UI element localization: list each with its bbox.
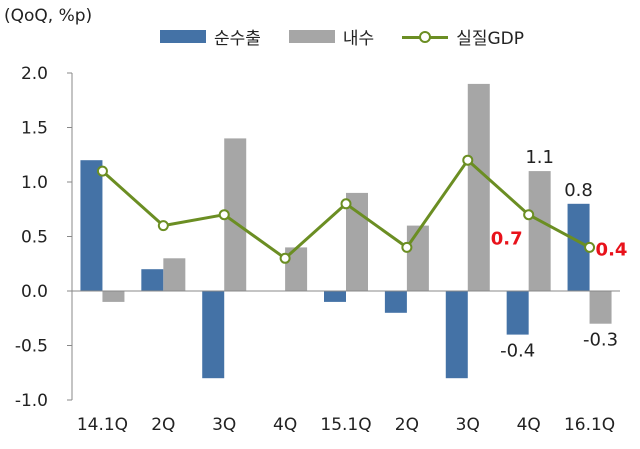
legend: 순수출 내수 실질GDP (160, 24, 552, 49)
point-real-gdp (340, 198, 352, 210)
point-real-gdp (462, 154, 474, 166)
x-tick-label: 4Q (273, 415, 297, 435)
legend-line-marker-icon (402, 30, 449, 44)
point-real-gdp (523, 209, 535, 221)
legend-label-real-gdp: 실질GDP (456, 29, 524, 49)
y-tick-label: -1.0 (15, 391, 48, 411)
legend-item-domestic-demand: 내수 (288, 24, 375, 49)
bar-net-exports (445, 291, 468, 379)
legend-label-net-exports: 순수출 (214, 29, 261, 49)
x-tick-label: 3Q (212, 415, 236, 435)
y-tick-label: -0.5 (15, 337, 48, 357)
bar-net-exports (384, 291, 407, 313)
bar-domestic-demand (589, 291, 612, 324)
x-tick-label: 3Q (456, 415, 480, 435)
legend-swatch-net-exports (160, 30, 206, 43)
y-tick-label: 0.5 (21, 228, 48, 248)
legend-swatch-domestic-demand (288, 30, 335, 43)
x-tick-label: 15.1Q (320, 415, 371, 435)
x-tick-label: 2Q (395, 415, 419, 435)
legend-item-real-gdp: 실질GDP (402, 24, 524, 49)
point-real-gdp (157, 220, 169, 232)
y-tick-label: 2.0 (21, 64, 48, 84)
bar-domestic-demand (406, 225, 429, 291)
data-label: -0.4 (500, 341, 535, 362)
bar-net-exports (80, 160, 103, 291)
bar-domestic-demand (224, 138, 247, 291)
bar-net-exports (202, 291, 225, 379)
y-tick-label: 1.0 (21, 173, 48, 193)
x-tick-label: 14.1Q (77, 415, 128, 435)
x-tick-label: 2Q (151, 415, 175, 435)
bar-domestic-demand (467, 83, 490, 292)
bar-net-exports (506, 291, 529, 335)
point-real-gdp (218, 209, 230, 221)
bar-net-exports (567, 203, 590, 291)
bar-domestic-demand (163, 258, 186, 291)
bar-domestic-demand (528, 171, 551, 291)
point-real-gdp (584, 241, 596, 253)
legend-item-net-exports: 순수출 (160, 24, 261, 49)
data-label: 0.4 (596, 239, 628, 260)
data-label: 0.8 (564, 180, 593, 201)
unit-label: (QoQ, %p) (4, 6, 93, 26)
y-tick-label: 1.5 (21, 119, 48, 139)
x-tick-label: 4Q (517, 415, 541, 435)
point-real-gdp (401, 241, 413, 253)
data-label: -0.3 (583, 330, 618, 351)
data-label: 0.7 (491, 229, 523, 250)
bar-domestic-demand (102, 291, 125, 302)
bar-net-exports (324, 291, 346, 302)
bar-net-exports (141, 269, 164, 291)
point-real-gdp (279, 252, 291, 264)
data-label: 1.1 (525, 147, 554, 168)
y-tick-label: 0.0 (21, 282, 48, 302)
point-real-gdp (96, 165, 108, 177)
legend-label-domestic-demand: 내수 (342, 29, 375, 49)
x-tick-label: 16.1Q (564, 415, 615, 435)
